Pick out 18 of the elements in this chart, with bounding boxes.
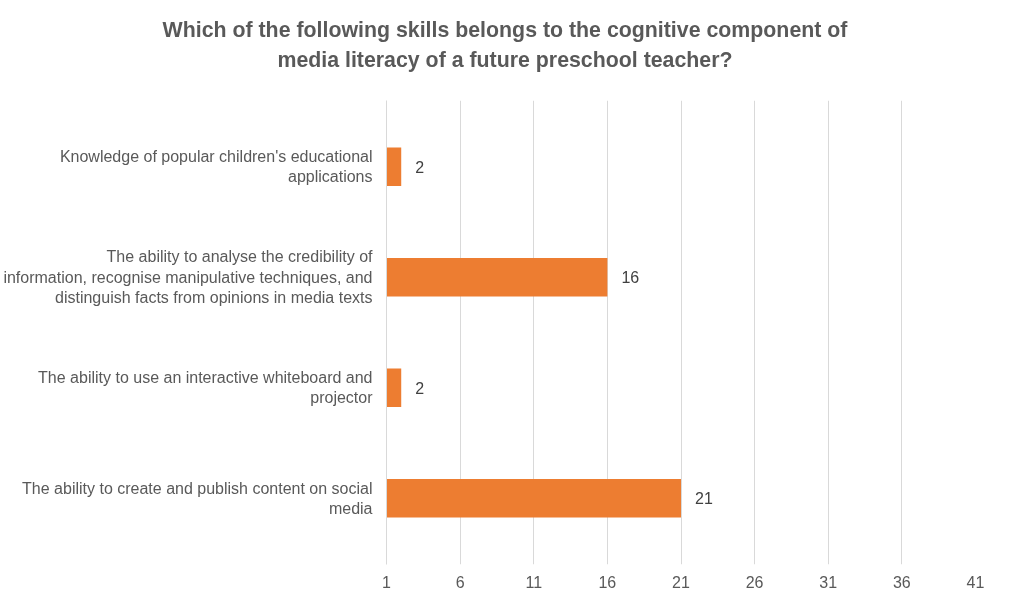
y-tick-label: Knowledge of popular children's educational applications	[59, 148, 373, 186]
y-tick-label: The ability to create and publish content on social media	[22, 479, 373, 517]
data-label: 21	[695, 490, 713, 508]
x-tick-label: 36	[892, 573, 911, 591]
x-tick-label: 16	[598, 573, 617, 591]
x-tick-label: 41	[966, 573, 985, 591]
chart-title: Which of the following skills belongs to the cognitive component of media literacy of a future preschool teacher?	[162, 17, 848, 75]
data-label: 2	[415, 158, 425, 176]
data-label: 2	[415, 379, 425, 397]
x-tick-label: 1	[382, 573, 392, 591]
y-tick-label: The ability to analyse the credibility of information, recognise manipulative techniques, and distinguish facts from opinions in media texts	[3, 248, 374, 307]
x-tick-label: 6	[455, 573, 465, 591]
x-tick-label: 11	[525, 573, 543, 591]
data-label: 16	[621, 269, 640, 287]
y-tick-label: The ability to use an interactive whiteboard and projector	[38, 369, 374, 407]
x-tick-label: 21	[672, 573, 690, 591]
x-tick-label: 31	[819, 573, 838, 591]
x-tick-label: 26	[745, 573, 764, 591]
